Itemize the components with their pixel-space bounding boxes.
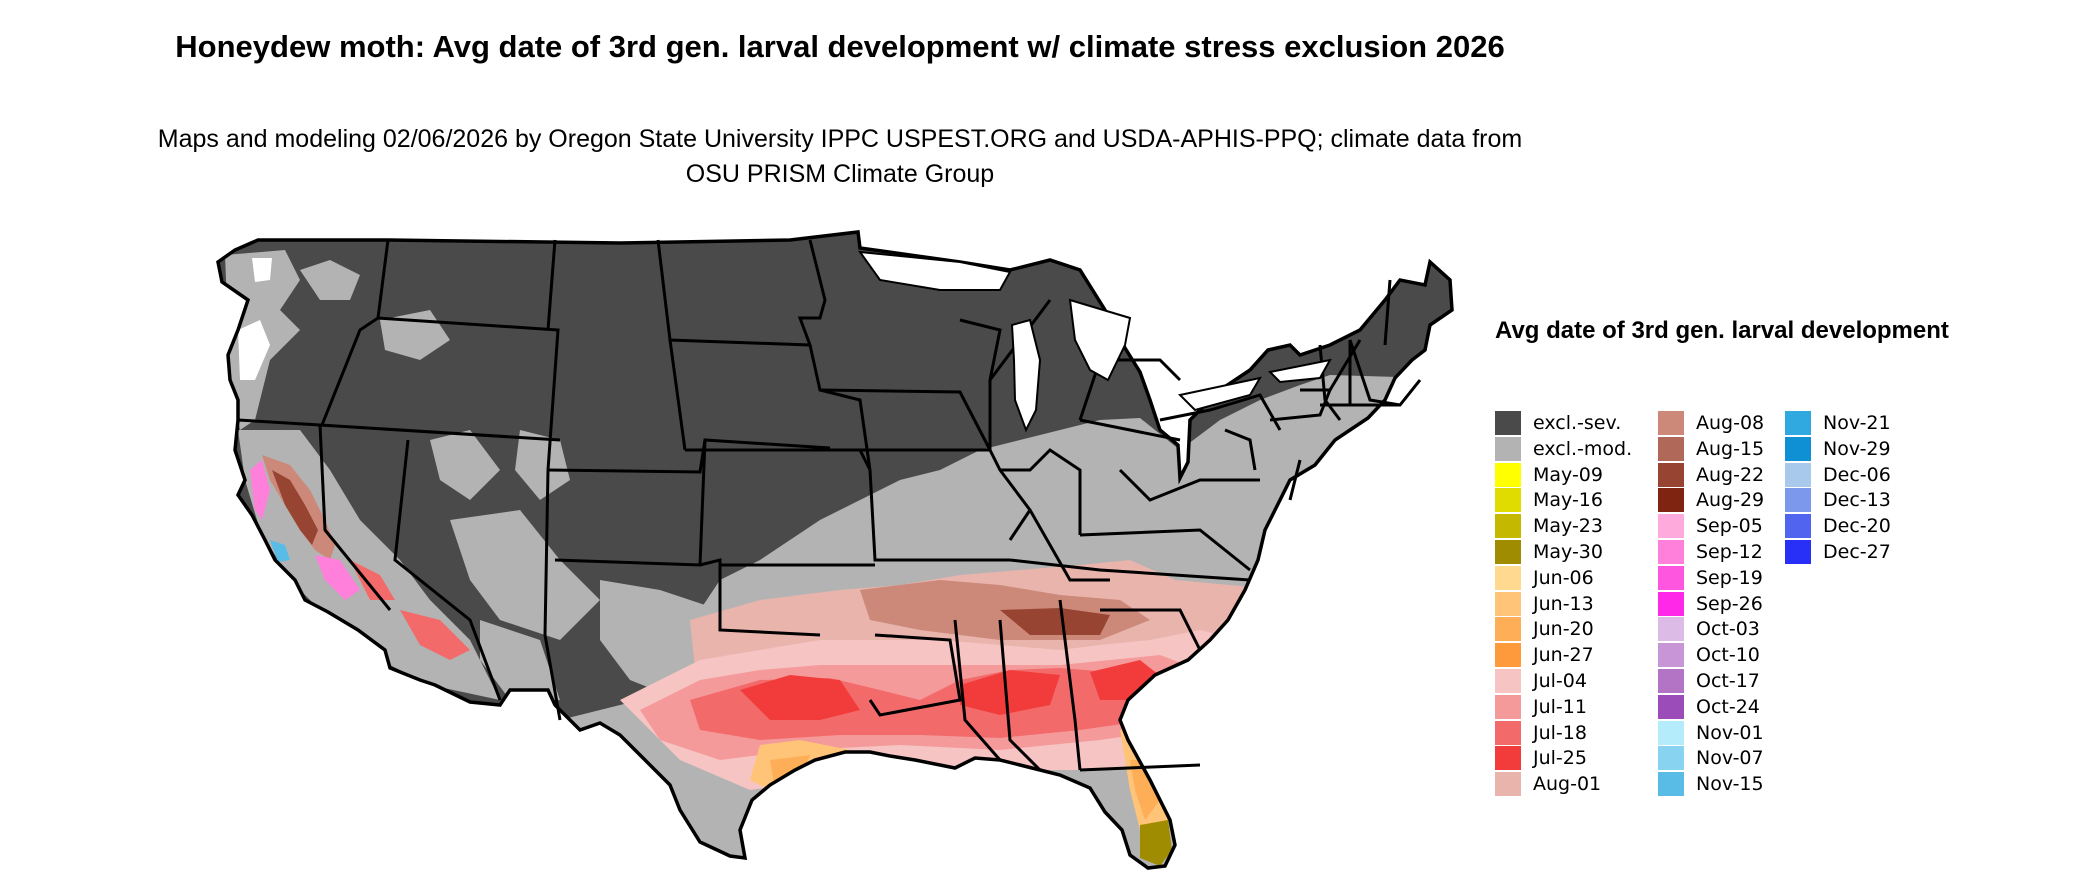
- legend-label: Nov-21: [1823, 412, 1891, 434]
- legend-label: Dec-06: [1823, 463, 1891, 486]
- state-borders: [237, 239, 1422, 772]
- legend-swatch: [1658, 694, 1684, 719]
- legend-swatch: [1495, 669, 1521, 693]
- legend-label: May-16: [1533, 489, 1603, 512]
- legend-swatch: [1495, 411, 1521, 435]
- legend-label: Dec-20: [1823, 515, 1891, 538]
- map-subtitle: Maps and modeling 02/06/2026 by Oregon S…: [157, 125, 1523, 188]
- legend-swatch: [1658, 746, 1684, 771]
- legend-label: Nov-01: [1696, 721, 1764, 744]
- legend-label: Oct-03: [1696, 618, 1760, 641]
- legend-label: May-30: [1533, 541, 1603, 563]
- legend-swatch: [1495, 617, 1521, 642]
- legend-swatch: [1495, 591, 1521, 616]
- legend-swatch: [1495, 746, 1521, 771]
- legend-swatch: [1785, 462, 1811, 487]
- legend-label: Jun-27: [1533, 644, 1594, 667]
- legend-label: Sep-26: [1696, 592, 1763, 615]
- legend-label: excl.-mod.: [1533, 437, 1633, 460]
- legend-swatch: [1658, 540, 1684, 564]
- legend-title: Avg date of 3rd gen. larval development: [1495, 317, 1949, 344]
- legend-swatch: [1658, 669, 1684, 693]
- legend-swatch: [1495, 772, 1521, 797]
- legend-label: Oct-10: [1696, 644, 1760, 667]
- map-title: Honeydew moth: Avg date of 3rd gen. larv…: [175, 29, 1505, 64]
- legend-label: Aug-29: [1696, 489, 1765, 512]
- legend-label: Sep-12: [1696, 541, 1763, 563]
- legend-swatch: [1785, 411, 1811, 435]
- legend-label: Jun-13: [1533, 592, 1594, 615]
- legend-swatch: [1495, 462, 1521, 487]
- legend-swatch: [1785, 436, 1811, 461]
- legend-label: May-23: [1533, 515, 1603, 538]
- legend-swatch: [1658, 772, 1684, 797]
- legend-label: Sep-05: [1696, 515, 1763, 538]
- legend-swatch: [1658, 565, 1684, 590]
- legend-label: Oct-17: [1696, 670, 1760, 692]
- legend-swatch: [1658, 617, 1684, 642]
- legend-label: Oct-24: [1696, 695, 1760, 718]
- great-lakes: [857, 250, 1332, 433]
- legend-swatch: [1658, 591, 1684, 616]
- legend-label: Jul-18: [1533, 721, 1587, 744]
- legend-swatch: [1785, 514, 1811, 539]
- legend-swatch: [1495, 436, 1521, 461]
- legend-label: Jun-06: [1533, 566, 1594, 589]
- legend-swatch: [1658, 411, 1684, 435]
- legend-label: Dec-27: [1823, 541, 1891, 563]
- legend-swatch: [1495, 720, 1521, 745]
- legend-swatch: [1495, 514, 1521, 539]
- legend-label: Sep-19: [1696, 566, 1763, 589]
- legend-swatch: [1495, 694, 1521, 719]
- legend-label: Aug-01: [1533, 773, 1602, 796]
- legend-label: Aug-15: [1696, 437, 1765, 460]
- legend-swatch: [1658, 488, 1684, 513]
- legend-label: Jul-04: [1533, 670, 1587, 692]
- legend-label: excl.-sev.: [1533, 412, 1622, 434]
- legend-swatch: [1658, 462, 1684, 487]
- legend-label: Aug-22: [1696, 463, 1765, 486]
- legend-label: Nov-29: [1823, 437, 1891, 460]
- legend-label: Nov-15: [1696, 773, 1764, 796]
- legend-swatch: [1495, 488, 1521, 513]
- legend-swatch: [1785, 540, 1811, 564]
- legend-label: Nov-07: [1696, 747, 1764, 770]
- legend-swatch: [1495, 540, 1521, 564]
- legend-label: Jul-11: [1533, 695, 1587, 718]
- legend-swatch: [1495, 565, 1521, 590]
- legend-label: Jul-25: [1533, 747, 1587, 770]
- legend-swatch: [1495, 643, 1521, 668]
- legend-swatch: [1658, 436, 1684, 461]
- legend-label: May-09: [1533, 463, 1603, 486]
- legend-swatch: [1658, 720, 1684, 745]
- legend-swatch: [1785, 488, 1811, 513]
- legend-label: Dec-13: [1823, 489, 1891, 512]
- legend-swatch: [1658, 643, 1684, 668]
- legend-label: Jun-20: [1533, 618, 1594, 641]
- legend-swatch: [1658, 514, 1684, 539]
- legend-label: Aug-08: [1696, 412, 1765, 434]
